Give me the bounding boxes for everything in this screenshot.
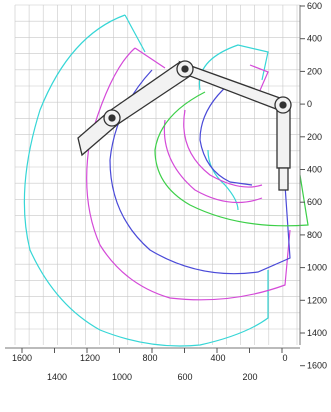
reach-curve-green — [154, 91, 309, 227]
reach-curve-magenta-inner — [183, 64, 269, 188]
reach-curve-cyan-inner — [198, 44, 269, 211]
x-axis-label-upper: 800 — [142, 353, 157, 363]
y-axis-label: 1200 — [307, 295, 327, 305]
reach-curve-magenta-mid — [163, 119, 263, 204]
y-axis-label: 400 — [307, 165, 322, 175]
crane-boom — [77, 60, 292, 191]
y-axis-label: 1600 — [307, 361, 327, 371]
reach-curve-magenta-outer — [86, 47, 291, 301]
x-axis-label-lower: 600 — [177, 372, 192, 382]
y-axis-label: 600 — [307, 197, 322, 207]
x-axis-label-lower: 1000 — [112, 372, 132, 382]
x-axis-label-upper: 0 — [282, 353, 287, 363]
x-axis-label-lower: 1400 — [47, 372, 67, 382]
y-axis: 600 400 200 0 200 400 600 800 1000 1200 1400 1600 — [299, 1, 327, 371]
y-axis-label: 400 — [307, 34, 322, 44]
x-axis-label-lower: 200 — [242, 372, 257, 382]
y-axis-label: 600 — [307, 1, 322, 11]
reach-curve-cyan-outer — [23, 14, 269, 347]
x-axis: 1600 1200 800 400 0 1400 1000 600 200 — [5, 347, 300, 382]
boom-joint-2-pin — [181, 65, 189, 73]
reach-envelopes — [23, 14, 309, 347]
boom-joint-3-pin — [279, 101, 287, 109]
x-axis-label-upper: 1200 — [80, 353, 100, 363]
reach-curve-blue-inner — [199, 84, 253, 186]
y-axis-label: 200 — [307, 66, 322, 76]
grid — [14, 4, 300, 345]
x-axis-label-upper: 400 — [210, 353, 225, 363]
boom-joint-1-pin — [108, 114, 116, 122]
y-axis-label: 200 — [307, 132, 322, 142]
crane-column — [276, 107, 291, 169]
x-axis-label-upper: 1600 — [12, 353, 32, 363]
y-axis-label: 1400 — [307, 328, 327, 338]
y-axis-label: 1000 — [307, 263, 327, 273]
crane-base — [278, 167, 289, 191]
y-axis-label: 0 — [307, 99, 312, 109]
y-axis-label: 800 — [307, 230, 322, 240]
